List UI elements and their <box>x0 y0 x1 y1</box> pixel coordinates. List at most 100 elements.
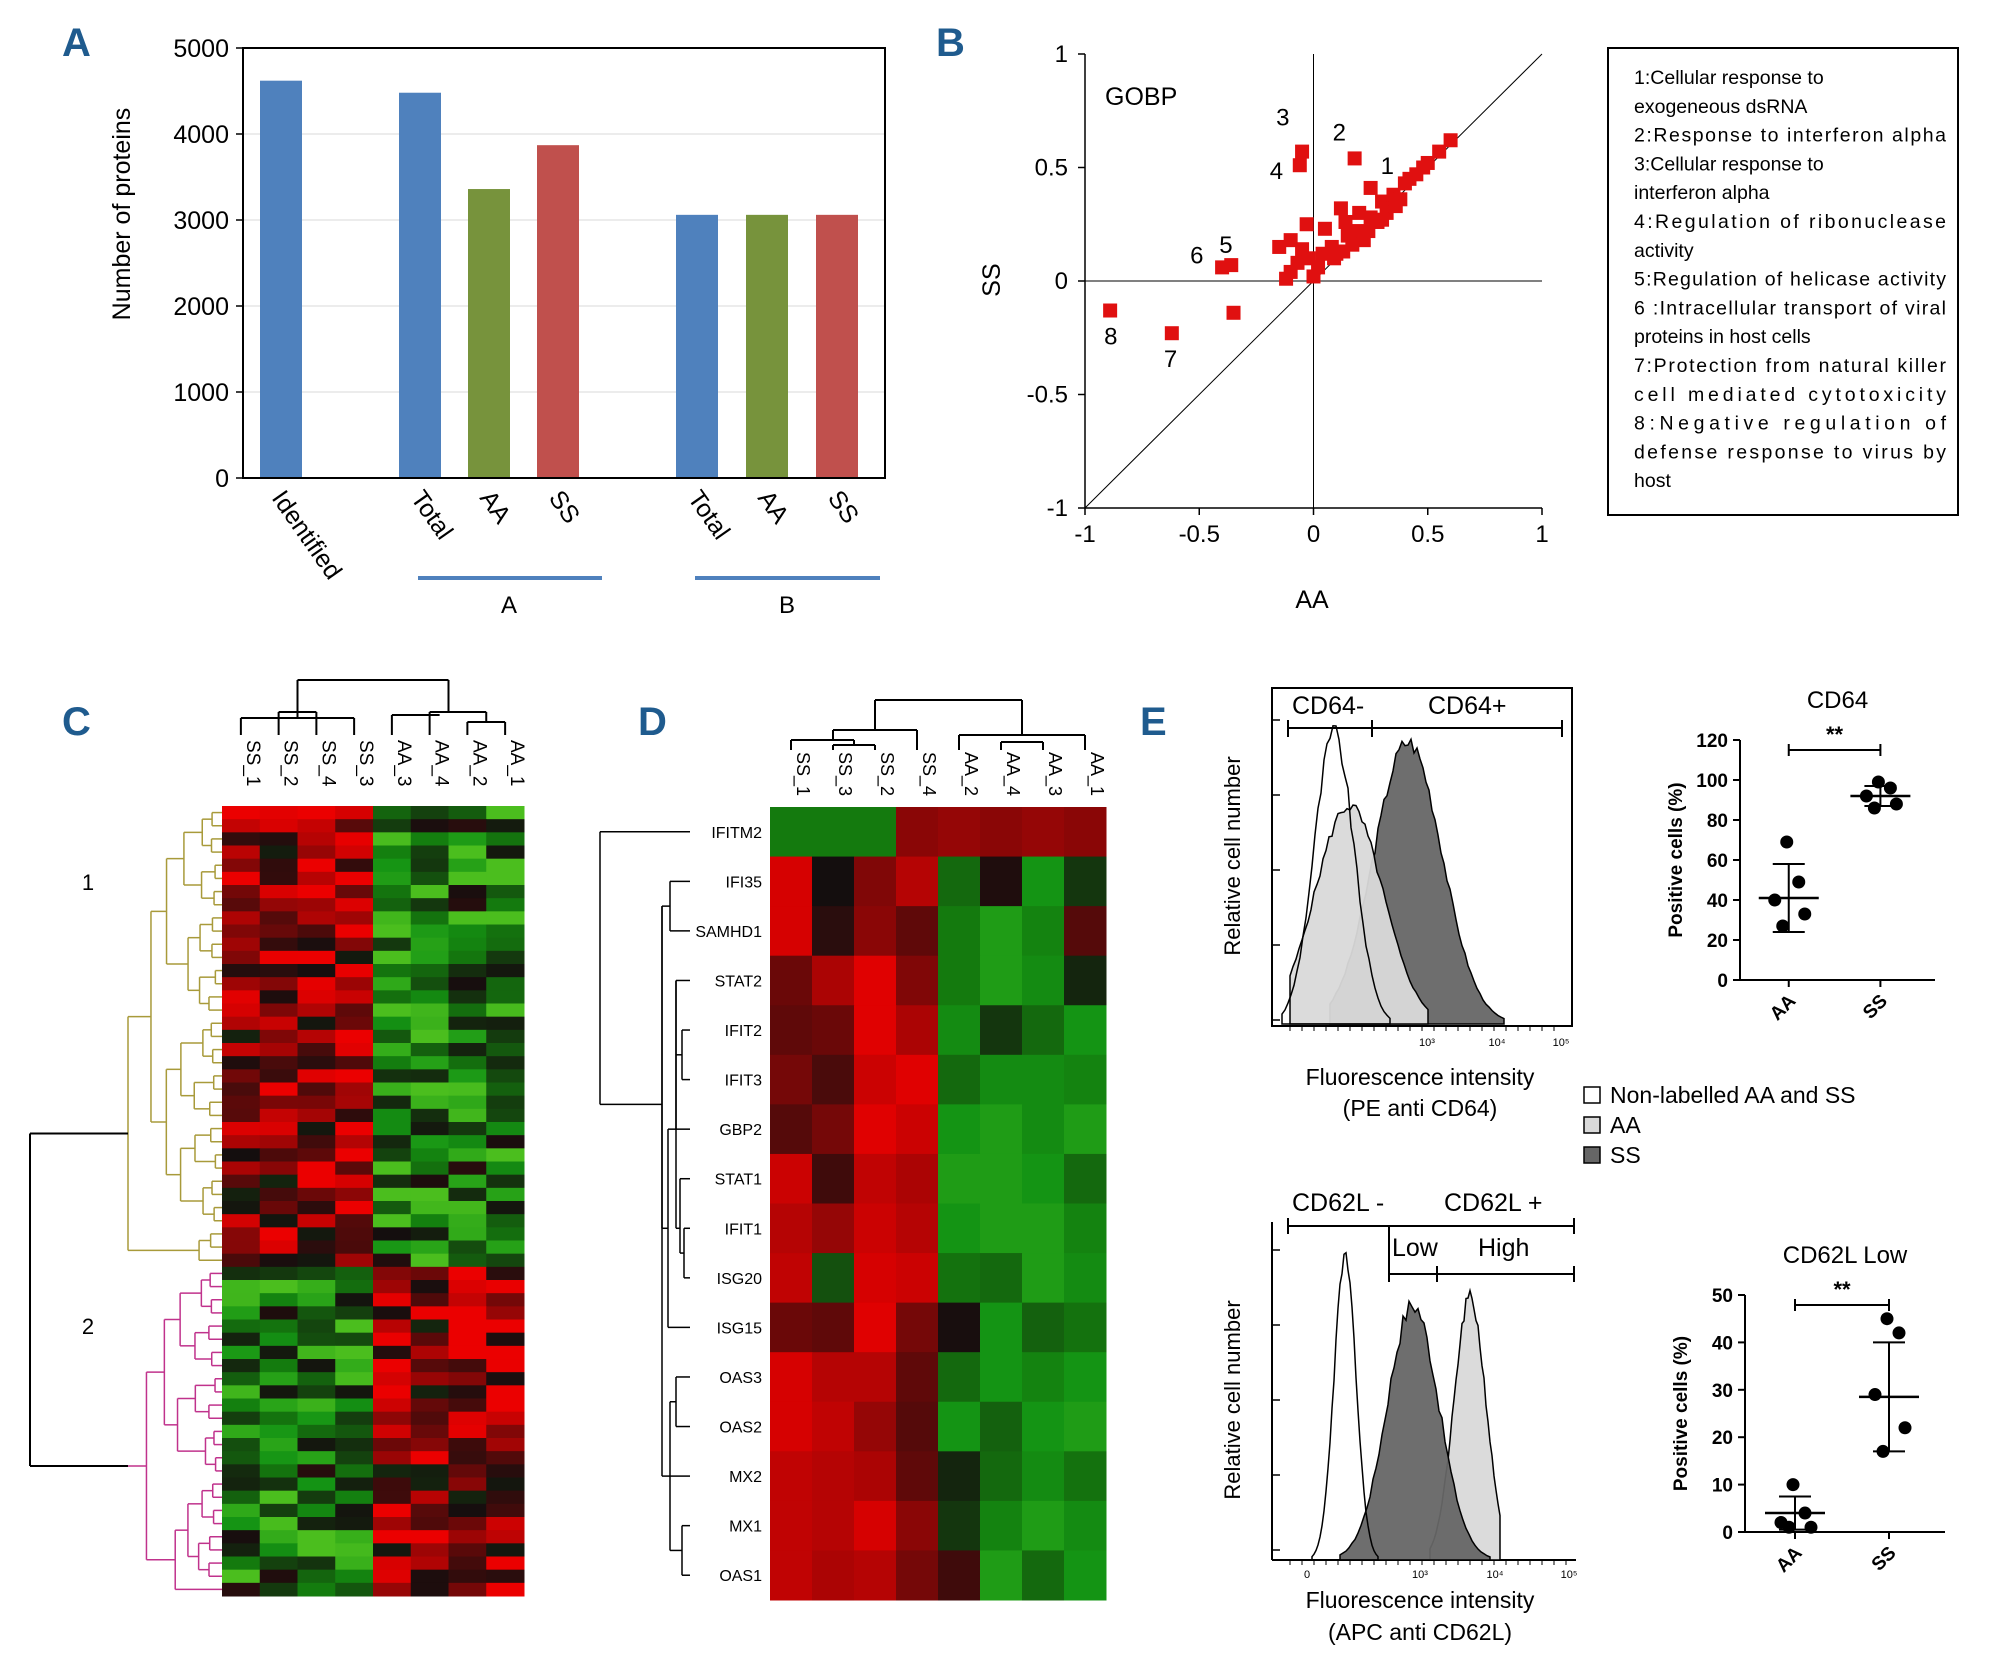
d-heat-cell-stat1 <box>938 1153 981 1204</box>
c-heat-cell <box>297 964 336 978</box>
c-heat-cell <box>448 1082 487 1097</box>
c-heat-cell <box>335 1293 374 1307</box>
e-top-hist-nonlabelled <box>1281 724 1391 1025</box>
d-row-label-ifit1: IFIT1 <box>725 1221 762 1238</box>
c-column-label: SS_2 <box>280 740 301 786</box>
c-heat-cell <box>410 964 449 978</box>
c-heat-cell <box>486 1174 525 1189</box>
b-point <box>1338 214 1353 229</box>
e-top-dot-point-ss <box>1889 797 1903 811</box>
c-heat-cell <box>373 1306 412 1320</box>
c-heat-cell <box>297 1069 336 1083</box>
c-heat-cell <box>259 1372 298 1386</box>
c-heat-cell <box>259 1227 298 1241</box>
c-heat-cell <box>373 819 412 833</box>
b-x-tick-label: 0 <box>1307 521 1320 548</box>
c-heat-cell <box>222 898 261 912</box>
d-heat-cell-ifit2 <box>1022 1005 1065 1056</box>
d-row-label-mx2: MX2 <box>729 1469 762 1486</box>
c-heat-cell <box>373 1214 412 1228</box>
c-heat-cell <box>373 990 412 1004</box>
c-heat-cell <box>410 1003 449 1018</box>
e-bottom-dot-point-ss <box>1880 1312 1894 1326</box>
d-heat-cell-ifit2 <box>812 1005 855 1056</box>
d-heat-cell-isg15 <box>980 1302 1023 1353</box>
d-heat-cell-oas3 <box>980 1352 1023 1403</box>
c-column-label: AA_1 <box>506 740 527 786</box>
d-heat-cell-oas3 <box>1022 1352 1065 1403</box>
e-bottom-tick-0: 0 <box>1304 1569 1310 1581</box>
c-heat-cell <box>335 1016 374 1031</box>
c-heat-cell <box>373 1266 412 1281</box>
a-y-tick-label: 2000 <box>173 293 229 321</box>
c-heat-cell <box>373 1003 412 1018</box>
c-heat-cell <box>448 977 487 991</box>
a-y-ticks: 0 1000 2000 3000 4000 5000 <box>173 35 243 493</box>
c-heat-cell <box>373 1319 412 1334</box>
c-heat-cell <box>448 1135 487 1149</box>
c-heat-cell <box>410 898 449 912</box>
d-heat-cell-mx2 <box>1064 1451 1107 1502</box>
b-point <box>1388 199 1403 214</box>
c-column-label: AA_3 <box>393 740 414 786</box>
c-heat-cell <box>410 1227 449 1241</box>
c-heat-cell <box>335 1029 374 1044</box>
c-heat-cell <box>297 1438 336 1452</box>
c-heat-cell <box>486 832 525 846</box>
c-heat-cell <box>448 1359 487 1373</box>
c-heat-cell <box>222 1411 261 1426</box>
c-heat-cell <box>297 832 336 846</box>
c-heat-cell <box>448 1477 487 1492</box>
e-top-gate-pos: CD64+ <box>1428 692 1507 720</box>
c-cluster-1-label: 1 <box>82 870 94 895</box>
c-heat-cell <box>222 1095 261 1110</box>
d-heat-cell-isg15 <box>938 1302 981 1353</box>
e-top-dot-point-aa <box>1776 919 1790 933</box>
d-heat-cell-ifi35 <box>1064 856 1107 907</box>
d-heat-cell-stat2 <box>770 955 813 1006</box>
c-heat-cell <box>448 1490 487 1505</box>
c-heat-cell <box>222 1530 261 1544</box>
d-row-label-ifit3: IFIT3 <box>725 1073 762 1090</box>
d-heat-cell-ifit2 <box>770 1005 813 1056</box>
b-point <box>1283 233 1298 248</box>
c-heat-cell <box>335 1438 374 1452</box>
b-legend-entry-8: defense response to virus by <box>1634 441 1946 463</box>
c-heat-cell <box>297 1240 336 1255</box>
c-heat-cell <box>335 1122 374 1136</box>
c-heat-cell <box>486 1490 525 1505</box>
c-heat-cell <box>448 1161 487 1176</box>
c-heat-cell <box>410 1161 449 1176</box>
c-heat-cell <box>448 1095 487 1110</box>
c-heat-cell <box>259 1280 298 1294</box>
b-y-axis-label: SS <box>978 263 1006 296</box>
b-point <box>1443 133 1458 148</box>
c-heat-cell <box>448 1214 487 1228</box>
c-heat-cell <box>297 1332 336 1347</box>
e-top-dot-y-tick-label: 80 <box>1707 811 1728 832</box>
e-legend-label-ss: SS <box>1610 1142 1641 1168</box>
a-y-tick-label: 1000 <box>173 379 229 407</box>
e-top-histogram: CD64- CD64+ Relative cell number Fluores… <box>1220 687 1573 1121</box>
c-heat-cell <box>373 1187 412 1202</box>
c-heat-cell <box>222 977 261 991</box>
c-heat-cell <box>297 1582 336 1597</box>
d-heat-cell-isg20 <box>1064 1253 1107 1304</box>
d-row-label-ifi35: IFI35 <box>726 874 763 891</box>
c-row-dendrogram <box>29 811 222 1591</box>
c-heat-cell <box>335 1135 374 1149</box>
b-y-tick-label: 0.5 <box>1035 155 1068 182</box>
c-heat-cell <box>410 1411 449 1426</box>
c-heat-cell <box>373 1372 412 1386</box>
c-heat-cell <box>335 1108 374 1123</box>
e-top-dot-y-tick-label: 120 <box>1696 731 1728 752</box>
c-heat-cell <box>297 871 336 886</box>
c-heat-cell <box>410 1148 449 1162</box>
a-category-label: Total <box>682 485 735 544</box>
a-y-tick-label: 0 <box>215 465 229 493</box>
d-heat-cell-isg20 <box>938 1253 981 1304</box>
c-heat-cell <box>410 845 449 860</box>
c-heat-cell <box>410 911 449 925</box>
c-heat-cell <box>222 924 261 939</box>
a-y-axis-label: Number of proteins <box>108 108 136 321</box>
